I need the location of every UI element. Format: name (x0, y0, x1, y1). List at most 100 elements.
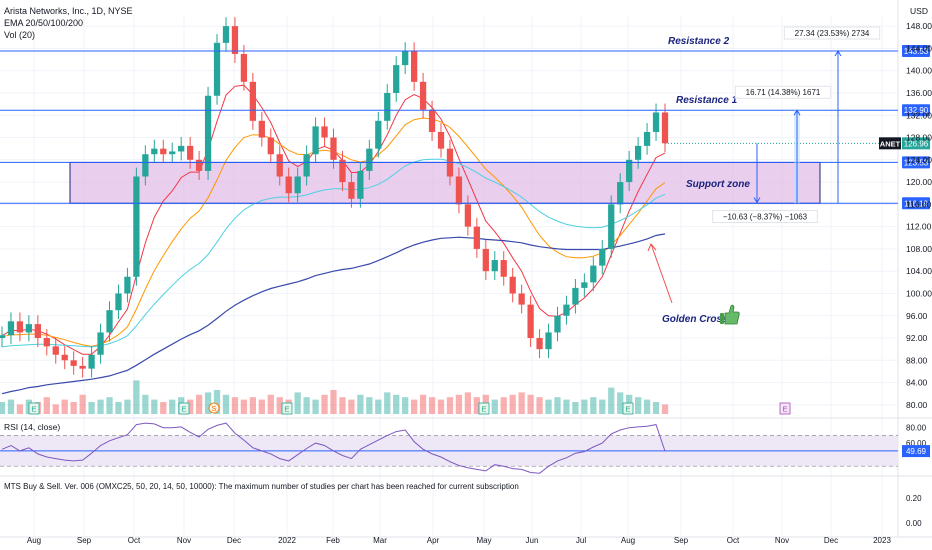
measure-arrowhead (753, 197, 761, 204)
currency-label: USD (910, 6, 928, 16)
level-price-badge (902, 197, 930, 210)
volume-bar (527, 394, 534, 414)
volume-bar (599, 399, 606, 414)
x-tick-label: Oct (727, 536, 740, 545)
chart-title: Arista Networks, Inc., 1D, NYSE (4, 6, 133, 16)
candle (330, 137, 337, 160)
volume-bar (187, 399, 194, 414)
y-tick-label: 128.00 (906, 133, 932, 143)
x-tick-label: Sep (77, 536, 92, 545)
candle (294, 176, 301, 194)
volume-bar (61, 399, 68, 414)
x-tick-label: Sep (674, 536, 689, 545)
volume-bar (321, 394, 328, 414)
candle (195, 159, 203, 171)
volume-bar (491, 399, 498, 414)
rsi-title: RSI (14, close) (4, 422, 60, 432)
candle (258, 120, 265, 138)
candle (348, 182, 355, 199)
support-zone-layer[interactable]: Support zone (69, 161, 821, 204)
rsi-tick-label: 60.00 (906, 439, 927, 448)
candle (652, 112, 660, 132)
measure-label: −10.63 (−8.37%) −1063 (723, 213, 808, 222)
candle (169, 151, 176, 155)
volume-bar (518, 392, 525, 414)
x-tick-label: Nov (775, 536, 789, 545)
thumb-hand (724, 304, 740, 325)
candle (599, 248, 606, 266)
dividend-marker (208, 402, 220, 414)
candle (572, 287, 579, 305)
candle (393, 65, 400, 93)
volume-bar (554, 397, 561, 414)
candle (16, 321, 24, 333)
candle (473, 226, 480, 249)
y-tick-label: 108.00 (906, 244, 932, 254)
candle (536, 338, 543, 350)
y-tick-label: 120.00 (906, 177, 932, 187)
volume-bar (222, 394, 230, 414)
volume-bar (142, 394, 149, 414)
ema-legend[interactable]: EMA 20/50/100/200 (4, 18, 84, 28)
volume-bar (590, 397, 597, 414)
candle (402, 51, 409, 66)
volume-bar (536, 397, 543, 414)
rsi-value-badge (902, 445, 930, 458)
candle (213, 42, 221, 96)
candle (581, 282, 588, 288)
price-levels[interactable]: 143.53 Resistance 2 132.90 Resistance 1 123.… (0, 36, 930, 210)
last-price-badge (902, 137, 930, 150)
earnings-marker (622, 402, 634, 415)
volume-bar (455, 394, 463, 414)
volume-bar (312, 399, 319, 414)
y-tick-label: 100.00 (906, 288, 932, 298)
measure-arrowhead (834, 50, 842, 57)
candle (643, 131, 651, 146)
last-price-text: 126.96 (904, 139, 929, 148)
volume-bar (115, 402, 122, 414)
volume-bar (16, 404, 24, 414)
candle (428, 109, 436, 132)
x-tick-label: Dec (227, 536, 241, 545)
volume-bar (303, 397, 310, 414)
candle (106, 310, 113, 333)
volume-bar (258, 399, 265, 414)
candle (231, 26, 239, 54)
volume-bar (106, 397, 113, 414)
volume-bar (509, 394, 516, 414)
mts-pane[interactable]: MTS Buy & Sell. Ver. 006 (OMXC25, 50, 20… (4, 482, 922, 528)
candle (222, 26, 230, 43)
level-name-label: Resistance 1 (676, 95, 738, 106)
measure-label: 16.71 (14.38%) 1671 (746, 88, 821, 97)
y-tick-label: 112.00 (906, 222, 932, 232)
volume-legend[interactable]: Vol (20) (4, 30, 36, 40)
volume-bar (384, 392, 391, 414)
candle (52, 346, 59, 355)
candle (410, 51, 418, 82)
candle (97, 332, 104, 355)
x-tick-label: 2023 (873, 536, 891, 545)
annotations[interactable]: Golden Cross E E E E E E S (28, 243, 791, 415)
x-tick-label: Jun (526, 536, 539, 545)
volume-bar (52, 404, 59, 414)
volume-bar (617, 392, 624, 414)
volume-bar (464, 392, 472, 414)
rsi-tick-label: 80.00 (906, 424, 927, 433)
volume-bar (563, 399, 570, 414)
candle (464, 204, 472, 227)
candle (482, 248, 489, 272)
measurement-tools[interactable]: 27.34 (23.53%) 2734 16.71 (14.38%) 1671 −1… (712, 26, 881, 224)
x-tick-label: Aug (621, 536, 635, 545)
volume-bar (88, 402, 95, 414)
ema-line-4 (1, 233, 666, 395)
candle (267, 137, 274, 155)
earnings-marker-text: E (481, 405, 486, 414)
y-tick-label: 136.00 (906, 88, 932, 98)
candle (527, 304, 534, 339)
x-tick-label: May (476, 536, 491, 545)
measure-label-box (783, 26, 881, 40)
volume-bar (339, 397, 346, 414)
volume-bar (151, 399, 158, 414)
